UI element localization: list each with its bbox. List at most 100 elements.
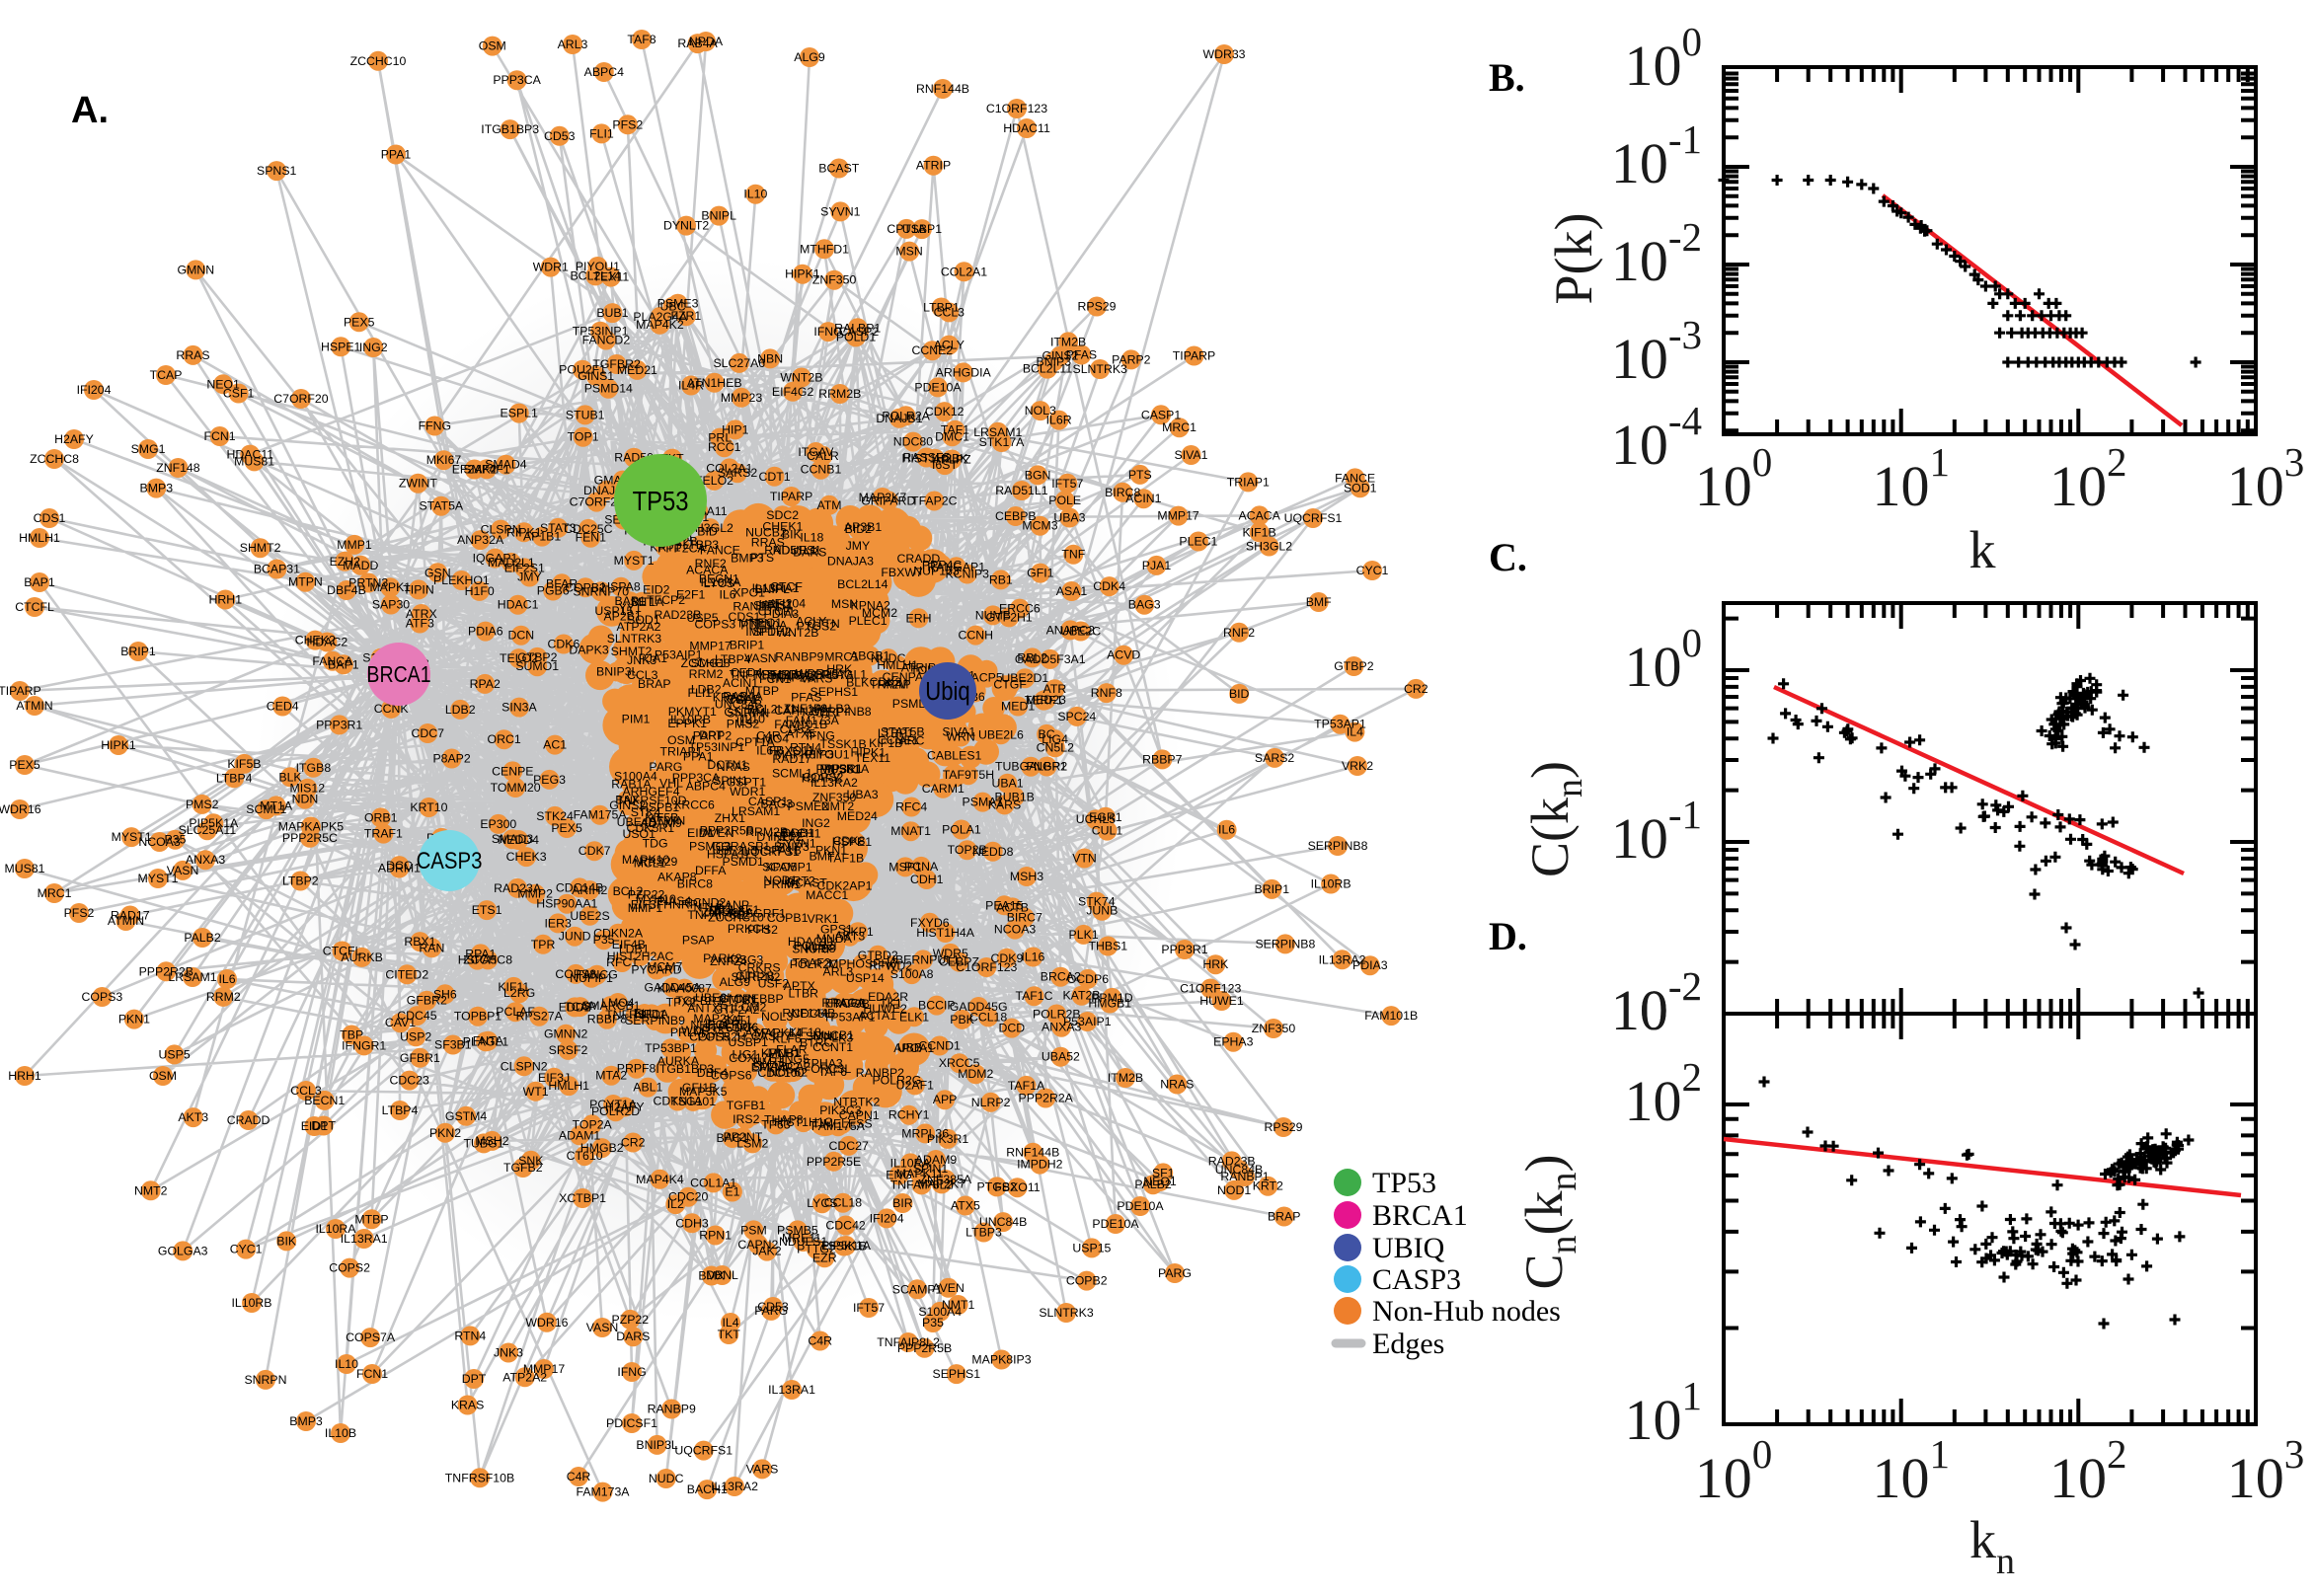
svg-text:RPS29: RPS29 — [1265, 1120, 1303, 1134]
svg-text:C.: C. — [1489, 535, 1527, 579]
svg-text:BCL2L14: BCL2L14 — [837, 577, 888, 591]
svg-text:ZCCHC8: ZCCHC8 — [30, 452, 79, 466]
svg-text:PARK2: PARK2 — [703, 951, 742, 965]
svg-text:UBB: UBB — [897, 1040, 922, 1054]
svg-text:GTF2B: GTF2B — [735, 969, 775, 983]
svg-text:CLSPN2: CLSPN2 — [501, 1059, 548, 1073]
svg-text:TEX11: TEX11 — [854, 751, 890, 765]
svg-text:RAN: RAN — [419, 941, 444, 954]
svg-text:A.: A. — [71, 90, 109, 131]
svg-text:CENPA: CENPA — [883, 670, 924, 684]
svg-text:GFI1: GFI1 — [1027, 567, 1053, 580]
svg-text:SKP1: SKP1 — [842, 925, 874, 939]
svg-text:DBF4B: DBF4B — [327, 583, 366, 597]
svg-text:FAM173A: FAM173A — [577, 1485, 631, 1499]
svg-text:BC: BC — [1039, 727, 1055, 741]
svg-text:JNK3: JNK3 — [494, 1346, 523, 1360]
svg-text:UQCRFS1: UQCRFS1 — [674, 1444, 733, 1458]
svg-text:SLC27A6: SLC27A6 — [713, 356, 765, 370]
svg-text:GFBR1: GFBR1 — [400, 1051, 440, 1065]
svg-text:PPA1: PPA1 — [381, 148, 412, 162]
svg-text:POLE: POLE — [1048, 494, 1081, 507]
svg-text:SEPHS1: SEPHS1 — [811, 685, 859, 699]
svg-text:PEG3: PEG3 — [533, 773, 566, 787]
svg-text:EPPK1: EPPK1 — [667, 717, 707, 730]
svg-text:KIF5B: KIF5B — [227, 757, 261, 771]
svg-text:CDK9: CDK9 — [990, 951, 1023, 965]
svg-text:UBIQ: UBIQ — [1372, 1232, 1445, 1264]
svg-text:ORB1: ORB1 — [364, 810, 398, 824]
svg-text:LRSAM1: LRSAM1 — [168, 970, 216, 984]
svg-text:CDK12: CDK12 — [925, 405, 965, 418]
svg-text:Ubiq: Ubiq — [925, 677, 969, 706]
svg-text:AP1B1: AP1B1 — [523, 530, 561, 544]
svg-text:USBP1: USBP1 — [902, 222, 942, 236]
svg-text:TKT: TKT — [718, 1328, 741, 1341]
svg-text:STUB1: STUB1 — [566, 408, 605, 421]
svg-text:VRK2: VRK2 — [1342, 759, 1373, 773]
svg-text:NDC80: NDC80 — [893, 435, 933, 449]
svg-text:TIPARP: TIPARP — [770, 490, 813, 503]
svg-text:HMLH1: HMLH1 — [548, 1079, 589, 1093]
svg-text:IL13RA2: IL13RA2 — [1319, 952, 1366, 966]
svg-text:CDC20: CDC20 — [668, 1190, 708, 1204]
svg-text:TRIAP1: TRIAP1 — [1227, 475, 1270, 489]
svg-text:XPO5: XPO5 — [765, 860, 798, 874]
svg-text:ZHX1: ZHX1 — [715, 811, 746, 825]
svg-text:MSH3: MSH3 — [1010, 870, 1043, 883]
svg-text:IFI204: IFI204 — [77, 383, 112, 397]
svg-text:NEO1: NEO1 — [1143, 1175, 1177, 1188]
svg-text:HDAC2: HDAC2 — [307, 636, 348, 649]
svg-text:TBP: TBP — [340, 1028, 363, 1042]
svg-text:EIF4G2: EIF4G2 — [772, 385, 814, 399]
svg-text:MRC1: MRC1 — [38, 886, 72, 900]
svg-text:PRPF8: PRPF8 — [617, 1062, 656, 1076]
svg-text:ELK1: ELK1 — [899, 1010, 929, 1024]
svg-text:DNAJA3: DNAJA3 — [827, 555, 874, 569]
svg-text:MRC1: MRC1 — [1162, 420, 1197, 434]
svg-text:IL13RA2: IL13RA2 — [711, 1480, 758, 1493]
svg-text:PRKCH: PRKCH — [728, 922, 770, 936]
svg-text:ABPC4: ABPC4 — [686, 780, 726, 794]
svg-text:SCAMP1: SCAMP1 — [892, 1282, 943, 1296]
svg-text:TP53INP1: TP53INP1 — [573, 325, 629, 339]
svg-text:RPA2: RPA2 — [470, 677, 501, 691]
svg-text:PKN1: PKN1 — [118, 1013, 150, 1026]
svg-text:RNF144B: RNF144B — [1006, 1146, 1059, 1160]
svg-text:MTHFD1: MTHFD1 — [755, 668, 805, 682]
svg-text:PDE10A: PDE10A — [1092, 1217, 1139, 1231]
svg-text:IL10B: IL10B — [325, 1426, 356, 1440]
svg-text:k: k — [1969, 520, 1996, 579]
svg-text:ACTA1: ACTA1 — [858, 1009, 896, 1023]
svg-text:D.: D. — [1489, 914, 1527, 958]
svg-text:WNT2B: WNT2B — [780, 371, 822, 385]
svg-text:DPT: DPT — [311, 1119, 336, 1133]
svg-text:GADD45A: GADD45A — [644, 980, 701, 994]
svg-text:PARG: PARG — [1158, 1266, 1192, 1280]
svg-text:MAD2L1: MAD2L1 — [488, 556, 535, 570]
svg-text:LMO4: LMO4 — [601, 996, 635, 1010]
svg-text:PPP3CA: PPP3CA — [493, 73, 541, 87]
svg-text:PRLM: PRLM — [670, 1026, 704, 1039]
svg-text:DPT: DPT — [699, 728, 724, 742]
svg-text:VASN: VASN — [586, 1321, 619, 1334]
svg-text:VTN: VTN — [1072, 852, 1097, 866]
svg-text:ATX5: ATX5 — [951, 1199, 980, 1213]
svg-text:BMF: BMF — [1306, 595, 1332, 609]
svg-text:APP: APP — [933, 1093, 958, 1106]
svg-text:IL18: IL18 — [800, 531, 823, 545]
svg-text:MCM3: MCM3 — [1022, 519, 1057, 533]
svg-text:PEA15: PEA15 — [985, 898, 1023, 912]
svg-text:RAD51L1: RAD51L1 — [995, 484, 1047, 497]
svg-text:PSAP: PSAP — [682, 934, 715, 948]
svg-text:ATM: ATM — [816, 498, 841, 512]
svg-text:ZWINT: ZWINT — [399, 477, 437, 491]
svg-text:ZNF385A: ZNF385A — [919, 1173, 971, 1186]
svg-text:CDH1: CDH1 — [910, 873, 944, 886]
svg-text:EPHA3: EPHA3 — [1213, 1035, 1253, 1049]
svg-text:BAP1: BAP1 — [24, 575, 55, 589]
svg-text:ADRM1: ADRM1 — [378, 862, 421, 875]
svg-text:SET: SET — [630, 595, 654, 609]
svg-text:PPP2R5E: PPP2R5E — [807, 1155, 861, 1169]
svg-text:MRPL36: MRPL36 — [901, 1126, 949, 1140]
